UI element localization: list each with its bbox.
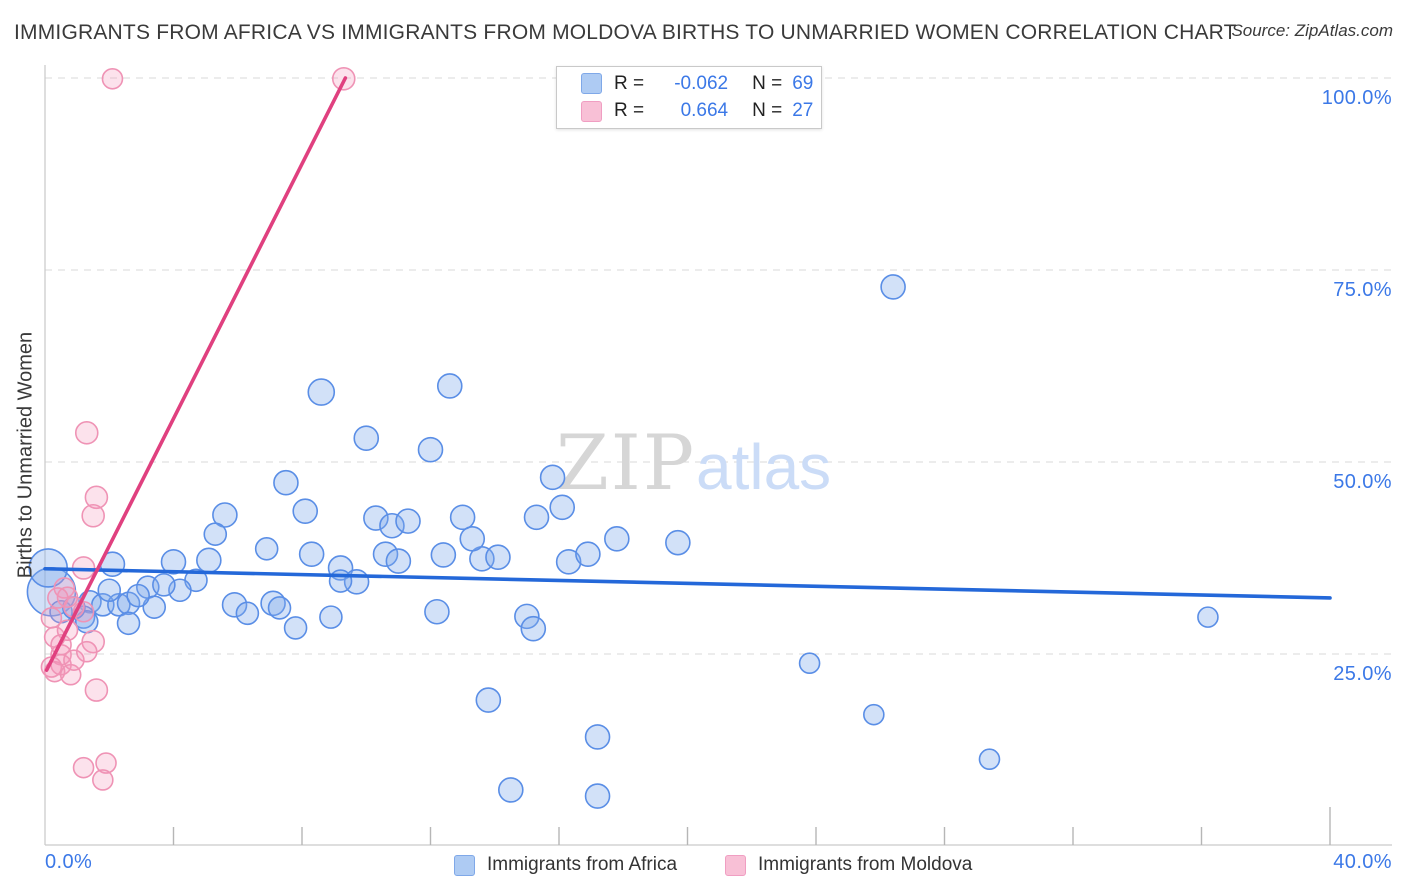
scatter-point-africa[interactable]	[221, 592, 248, 618]
scatter-point-africa[interactable]	[328, 569, 353, 593]
trend-line-moldova	[44, 76, 348, 672]
scatter-point-africa[interactable]	[142, 595, 167, 619]
scatter-point-africa[interactable]	[798, 652, 821, 675]
scatter-point-africa[interactable]	[353, 425, 380, 451]
scatter-point-africa[interactable]	[436, 373, 463, 399]
bottom-legend-africa: Immigrants from Africa	[454, 854, 677, 876]
scatter-point-moldova[interactable]	[72, 756, 95, 779]
correlation-legend-box: R = -0.062 N = 69 R = 0.664 N = 27	[556, 66, 822, 129]
n-label: N =	[752, 100, 783, 122]
scatter-point-africa[interactable]	[379, 512, 405, 539]
scatter-point-africa[interactable]	[430, 542, 457, 568]
scatter-point-moldova[interactable]	[63, 649, 85, 671]
scatter-point-africa[interactable]	[549, 494, 576, 521]
scatter-point-africa[interactable]	[424, 598, 450, 625]
africa-swatch-icon	[581, 73, 602, 95]
scatter-point-africa[interactable]	[514, 603, 540, 630]
moldova-swatch-icon	[725, 854, 746, 876]
y-axis-title: Births to Unmarried Women	[14, 331, 37, 579]
scatter-point-moldova[interactable]	[75, 640, 98, 663]
r-label: R =	[614, 100, 645, 122]
r-value-moldova: 0.664	[680, 100, 729, 122]
africa-swatch-icon	[454, 854, 475, 876]
scatter-point-africa[interactable]	[459, 525, 486, 552]
x-axis-label-max: 40.0%	[1333, 851, 1392, 873]
scatter-point-africa[interactable]	[292, 498, 319, 524]
scatter-point-africa[interactable]	[196, 547, 222, 574]
scatter-point-moldova[interactable]	[74, 421, 99, 445]
y-tick-label: 75.0%	[1333, 279, 1392, 301]
n-label: N =	[752, 72, 783, 94]
y-tick-label: 50.0%	[1333, 471, 1392, 493]
watermark: ZIPatlas	[556, 418, 831, 507]
scatter-point-moldova[interactable]	[101, 67, 124, 90]
moldova-swatch-icon	[581, 100, 602, 122]
scatter-point-africa[interactable]	[152, 573, 176, 597]
scatter-point-moldova[interactable]	[84, 678, 109, 702]
trend-line-africa	[43, 566, 1332, 600]
scatter-point-africa[interactable]	[555, 549, 582, 575]
scatter-point-africa[interactable]	[665, 529, 691, 556]
scatter-point-africa[interactable]	[319, 605, 343, 629]
scatter-point-africa[interactable]	[212, 502, 238, 528]
scatter-point-africa[interactable]	[604, 525, 630, 552]
page-title: IMMIGRANTS FROM AFRICA VS IMMIGRANTS FRO…	[14, 21, 1237, 44]
scatter-point-africa[interactable]	[485, 544, 511, 571]
y-tick-label: 100.0%	[1322, 87, 1392, 109]
scatter-point-africa[interactable]	[523, 504, 550, 531]
scatter-point-africa[interactable]	[203, 522, 228, 546]
scatter-point-africa[interactable]	[539, 464, 566, 491]
y-tick-label: 25.0%	[1333, 663, 1392, 685]
scatter-point-africa[interactable]	[449, 504, 476, 531]
scatter-point-africa[interactable]	[307, 378, 336, 406]
scatter-point-africa[interactable]	[254, 536, 279, 561]
scatter-point-africa[interactable]	[283, 616, 308, 640]
scatter-point-moldova[interactable]	[81, 503, 105, 528]
scatter-point-africa[interactable]	[372, 541, 399, 567]
scatter-point-africa[interactable]	[97, 578, 122, 603]
scatter-point-moldova[interactable]	[47, 587, 69, 609]
scatter-point-moldova[interactable]	[95, 752, 117, 774]
scatter-point-africa[interactable]	[863, 703, 885, 726]
scatter-point-africa[interactable]	[267, 596, 292, 620]
scatter-point-africa[interactable]	[1197, 606, 1219, 628]
scatter-point-africa[interactable]	[978, 748, 1001, 771]
scatter-point-africa[interactable]	[273, 469, 299, 496]
n-value-moldova: 27	[792, 100, 814, 122]
bottom-legend-africa-label: Immigrants from Africa	[487, 854, 678, 875]
scatter-point-moldova[interactable]	[84, 485, 109, 510]
scatter-point-africa[interactable]	[116, 611, 141, 636]
x-axis-label-min: 0.0%	[45, 851, 93, 873]
legend-row-moldova: R = 0.664 N = 27	[581, 98, 821, 124]
r-value-africa: -0.062	[674, 72, 729, 94]
r-label: R =	[614, 72, 645, 94]
scatter-point-africa[interactable]	[235, 601, 260, 626]
source-link[interactable]: Source: ZipAtlas.com	[1231, 21, 1393, 40]
scatter-point-africa[interactable]	[298, 541, 325, 567]
scatter-point-africa[interactable]	[160, 549, 187, 575]
scatter-point-africa[interactable]	[116, 591, 141, 616]
scatter-point-africa[interactable]	[417, 436, 444, 463]
scatter-point-africa[interactable]	[363, 505, 389, 531]
scatter-point-africa[interactable]	[395, 508, 421, 534]
scatter-point-africa[interactable]	[475, 687, 502, 713]
scatter-point-africa[interactable]	[575, 541, 601, 567]
n-value-africa: 69	[792, 72, 814, 94]
bottom-legend-moldova-label: Immigrants from Moldova	[758, 854, 973, 875]
scatter-point-africa[interactable]	[880, 274, 906, 300]
scatter-point-africa[interactable]	[520, 615, 547, 642]
bottom-legend-moldova: Immigrants from Moldova	[725, 854, 972, 876]
scatter-point-africa[interactable]	[584, 783, 611, 809]
scatter-point-africa[interactable]	[126, 583, 150, 608]
scatter-point-moldova[interactable]	[81, 629, 105, 654]
scatter-point-africa[interactable]	[385, 548, 412, 574]
scatter-point-africa[interactable]	[498, 777, 524, 803]
legend-row-africa: R = -0.062 N = 69	[581, 71, 821, 97]
scatter-point-moldova[interactable]	[92, 769, 114, 791]
scatter-point-africa[interactable]	[584, 724, 611, 750]
